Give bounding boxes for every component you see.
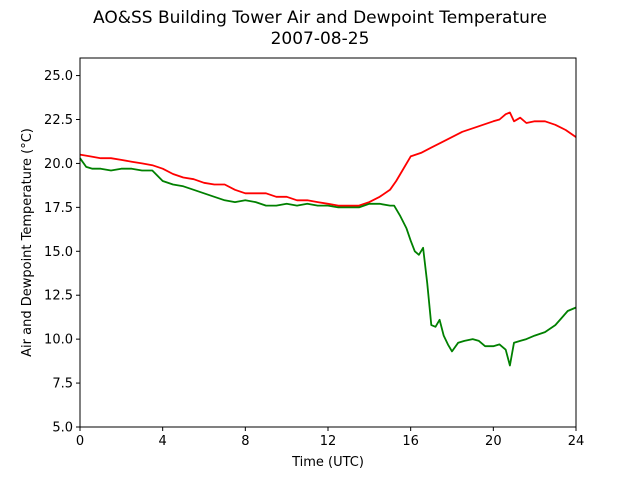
chart-subtitle: 2007-08-25 [270,29,370,49]
y-tick-label: 15.0 [44,245,73,260]
y-tick-label: 10.0 [44,333,73,348]
series-line-1 [79,111,577,207]
y-tick-label: 17.5 [44,201,73,216]
x-tick-label: 24 [568,434,585,449]
x-tick-label: 0 [76,434,84,449]
y-tick-label: 5.0 [52,421,73,436]
series-layer [79,111,577,367]
x-tick-label: 12 [320,434,337,449]
y-tick-label: 12.5 [44,289,73,304]
plot-frame [79,57,577,428]
x-tick-label: 20 [485,434,502,449]
y-tick-label: 7.5 [52,377,73,392]
x-tick-label: 4 [159,434,167,449]
y-tick-label: 25.0 [44,69,73,84]
ticks-layer: 0 4 8 12 16 20 24 5.0 7.5 10.0 12.5 15.0 17.5 20.0 22.… [44,69,584,449]
series-line-2 [79,157,577,367]
x-tick-label: 16 [402,434,419,449]
x-axis-label: Time (UTC) [291,455,364,470]
y-axis-label: Air and Dewpoint Temperature (°C) [20,128,35,357]
chart-title: AO&SS Building Tower Air and Dewpoint Te… [92,8,547,28]
y-tick-label: 20.0 [44,157,73,172]
y-tick-label: 22.5 [44,113,73,128]
x-tick-label: 8 [241,434,249,449]
